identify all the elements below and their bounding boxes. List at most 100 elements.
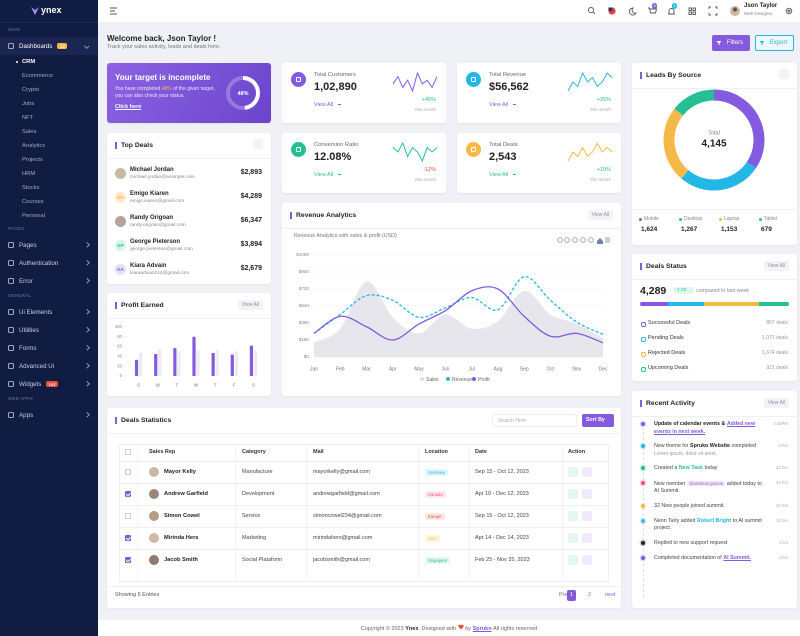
cart-icon[interactable] [648, 7, 658, 14]
edit-button[interactable] [568, 555, 578, 565]
stat-icon-glyph [296, 147, 301, 152]
view-all-link[interactable]: View All [489, 172, 517, 178]
legend-value: 1,267 [681, 226, 698, 233]
section-title: GENERAL [8, 294, 31, 299]
sales-rep: Simon Cowel [164, 513, 200, 519]
view-all-button[interactable]: View All [237, 300, 263, 310]
menu-item[interactable]: Ui Elements [0, 303, 98, 321]
search-input[interactable]: Search Here [492, 414, 577, 427]
page-button[interactable]: 2 [588, 592, 592, 598]
stat-value: 12.08% [314, 151, 352, 163]
activity-sub: Lorem ipsum, dolor sit amet. [654, 450, 718, 457]
legend-label: Laptop [724, 216, 740, 222]
column-line [306, 444, 307, 582]
chart-subtitle: Revenue Analytics with sales & profit (U… [294, 233, 397, 239]
bar [234, 351, 238, 376]
submenu-item[interactable]: Analytics [0, 139, 98, 153]
apps-icon[interactable] [688, 7, 692, 11]
delete-button[interactable] [582, 511, 592, 521]
menu-item[interactable]: Error [0, 272, 98, 290]
delete-button[interactable] [582, 555, 592, 565]
submenu-item[interactable]: Courses [0, 195, 98, 209]
menu-item[interactable]: Utilities [0, 321, 98, 339]
leads-card: Leads By Source Total 4,145 Mobile 1,624 Desk… [632, 63, 797, 245]
bar [158, 349, 162, 376]
menu-label: Apps [19, 411, 34, 419]
submenu-item[interactable]: Stocks [0, 181, 98, 195]
checkbox[interactable] [125, 469, 131, 475]
view-all-button[interactable]: View All [763, 261, 789, 271]
cart-badge: 5 [652, 3, 658, 9]
view-all-link[interactable]: View All [314, 102, 342, 108]
menu-item[interactable]: Pages [0, 236, 98, 254]
search-icon[interactable] [587, 6, 595, 14]
export-button[interactable]: Export [755, 35, 794, 51]
category: Service [242, 513, 261, 519]
submenu-item[interactable]: Projects [0, 153, 98, 167]
divider [107, 586, 621, 587]
sparkline-line [392, 71, 438, 93]
brand-link[interactable]: Ynex [405, 626, 419, 632]
legend-label: Mobile [644, 216, 659, 222]
checkbox[interactable] [125, 557, 131, 563]
flag-icon[interactable] [608, 7, 616, 15]
text: Total Customers [314, 72, 356, 78]
filters-button[interactable]: Filters [712, 35, 750, 51]
theme-icon[interactable] [628, 7, 637, 16]
sort-button[interactable]: Sort By [582, 414, 614, 427]
activity-part: @andreas gunnin [687, 480, 726, 486]
submenu-item[interactable]: Jobs [0, 97, 98, 111]
settings-icon[interactable] [785, 7, 793, 15]
submenu-item[interactable]: HRM [0, 167, 98, 181]
menu-icon [8, 381, 14, 387]
chevron [83, 278, 89, 284]
edit-button[interactable] [568, 489, 578, 499]
edit-button[interactable] [568, 467, 578, 477]
menu-toggle[interactable] [110, 7, 117, 15]
view-all-link[interactable]: View All [314, 172, 342, 178]
bell-icon[interactable] [668, 8, 675, 15]
toolbar-icon [605, 237, 610, 243]
page-button[interactable]: Prev [559, 592, 571, 598]
menu-item[interactable]: Dashboards 12 [0, 37, 98, 55]
bar [192, 336, 196, 376]
view-all-button[interactable]: View All [587, 210, 613, 220]
page-button[interactable]: next [605, 592, 616, 598]
menu-item[interactable]: Apps [0, 406, 98, 424]
deal-name: Kiara Advain [130, 263, 167, 269]
submenu-item[interactable]: CRM [0, 55, 98, 69]
edit-button[interactable] [568, 533, 578, 543]
checkbox[interactable] [125, 535, 131, 541]
avatar [115, 216, 126, 227]
view-all-link[interactable]: View All [489, 102, 517, 108]
submenu-item[interactable]: Ecommerce [0, 69, 98, 83]
section-title: MAIN [8, 28, 20, 33]
fullscreen-icon[interactable] [708, 6, 718, 16]
submenu-item[interactable]: Personal [0, 209, 98, 223]
checkbox[interactable] [125, 491, 131, 497]
stat-period: this month [590, 177, 611, 182]
deal-email: emigo.kiaren@gmail.com [130, 199, 185, 204]
submenu-item[interactable]: Sales [0, 125, 98, 139]
company-link[interactable]: Spruko [472, 626, 492, 632]
page-button[interactable]: 1 [567, 590, 577, 601]
menu-item[interactable]: Forms [0, 339, 98, 357]
delete-button[interactable] [582, 533, 592, 543]
menu-label: Pages [19, 241, 37, 249]
menu-item[interactable]: Authentication [0, 254, 98, 272]
progress-segment [640, 302, 669, 306]
target-link[interactable]: Click here [115, 104, 142, 110]
menu-item[interactable]: Advanced Ui [0, 357, 98, 375]
delete-button[interactable] [582, 467, 592, 477]
menu-item[interactable]: Widgets Hot [0, 375, 98, 393]
activity-time: 4 hrs [778, 539, 788, 545]
submenu-item[interactable]: Crypto [0, 83, 98, 97]
edit-button[interactable] [568, 511, 578, 521]
checkbox[interactable] [125, 513, 131, 519]
delete-button[interactable] [582, 489, 592, 499]
y-tick-label: $900 [299, 269, 310, 274]
view-all-button[interactable]: View All [763, 398, 789, 408]
submenu-label: CRM [22, 59, 36, 65]
submenu-item[interactable]: NFT [0, 111, 98, 125]
